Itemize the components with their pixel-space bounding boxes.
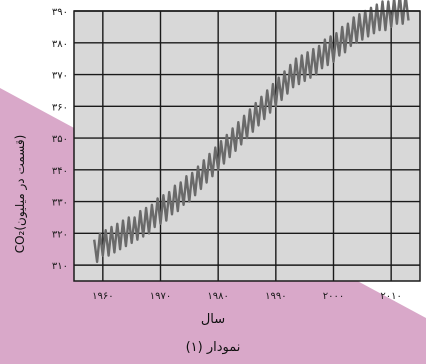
- x-axis-ticks: ۱۹۶۰ ۱۹۷۰ ۱۹۸۰ ۱۹۹۰ ۲۰۰۰ ۲۰۱۰: [92, 291, 402, 302]
- y-tick-label: ۳۹۰: [52, 7, 68, 18]
- chart-title: نمودار (۱): [185, 340, 241, 355]
- x-tick-label: ۱۹۷۰: [150, 291, 171, 302]
- y-tick-label: ۳۲۰: [52, 229, 68, 240]
- y-axis-label: CO₂(قسمت در میلیون): [13, 135, 28, 254]
- x-tick-label: ۱۹۶۰: [92, 291, 113, 302]
- y-axis-ticks: ۳۱۰ ۳۲۰ ۳۳۰ ۳۴۰ ۳۵۰ ۳۶۰ ۳۷۰ ۳۸۰ ۳۹۰: [52, 7, 68, 272]
- y-tick-label: ۳۶۰: [52, 102, 68, 113]
- y-tick-label: ۳۵۰: [52, 134, 68, 145]
- y-tick-label: ۳۳۰: [52, 198, 68, 209]
- x-tick-label: ۱۹۹۰: [265, 291, 286, 302]
- y-tick-label: ۳۱۰: [52, 261, 68, 272]
- x-tick-label: ۱۹۸۰: [207, 291, 228, 302]
- x-axis-label: سال: [200, 312, 226, 327]
- y-tick-label: ۳۴۰: [52, 166, 68, 177]
- plot-border: [73, 10, 421, 282]
- y-tick-label: ۳۸۰: [52, 39, 68, 50]
- y-tick-label: ۳۷۰: [52, 71, 68, 82]
- x-tick-label: ۲۰۰۰: [323, 291, 344, 302]
- x-tick-label: ۲۰۱۰: [380, 291, 401, 302]
- series-line: [93, 0, 410, 264]
